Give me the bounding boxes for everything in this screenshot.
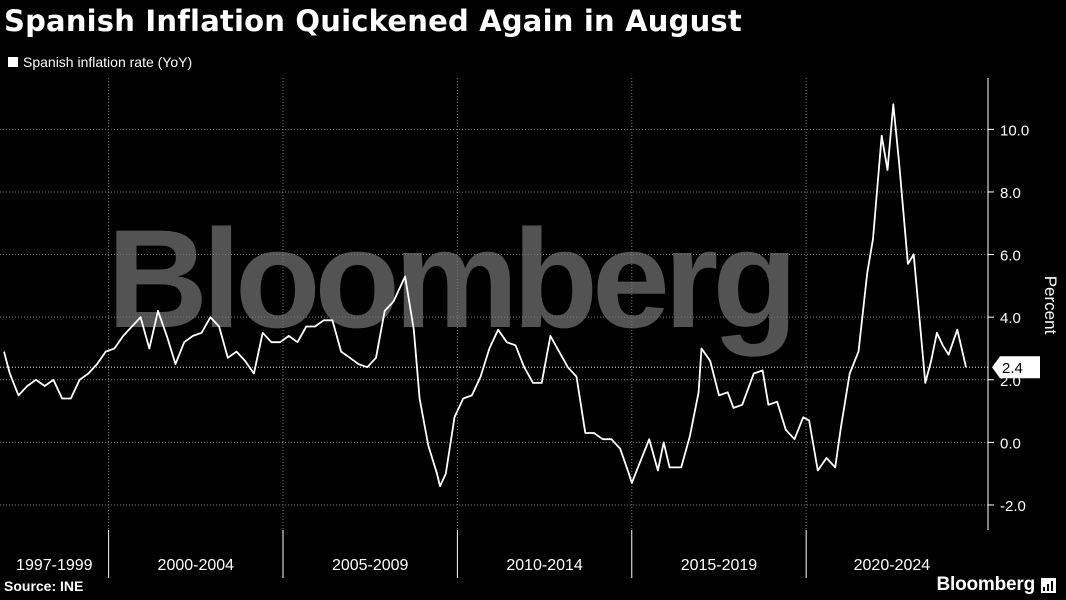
- series-layer: [3, 103, 967, 488]
- chart-title: Spanish Inflation Quickened Again in Aug…: [4, 4, 742, 38]
- source-note: Source: INE: [4, 578, 84, 594]
- brand-text: Bloomberg: [936, 574, 1036, 595]
- x-period-label: 2015-2019: [681, 557, 758, 574]
- watermark-text: Bloomberg: [107, 200, 792, 357]
- legend: Spanish inflation rate (YoY): [8, 54, 192, 70]
- brand-logo: Bloomberg: [937, 574, 1056, 596]
- x-period-label: 2000-2004: [158, 557, 235, 574]
- y-tick-label: -2.0: [1000, 498, 1026, 515]
- grid: [0, 78, 988, 530]
- x-period-label: 2005-2009: [332, 557, 409, 574]
- legend-swatch: [8, 57, 18, 67]
- last-value-callout: 2.4: [992, 356, 1040, 379]
- y-axis-label: Percent: [1041, 276, 1060, 335]
- callout-box: [992, 356, 1040, 379]
- y-tick-label: 0.0: [1000, 435, 1021, 452]
- legend-label: Spanish inflation rate (YoY): [23, 54, 193, 70]
- y-tick-label: 4.0: [1000, 310, 1021, 327]
- x-period-label: 2020-2024: [854, 557, 931, 574]
- bar-chart-icon: [1041, 577, 1056, 593]
- y-tick-label: 10.0: [1000, 122, 1029, 139]
- x-period-label: 2010-2014: [506, 557, 583, 574]
- series-line: [3, 103, 967, 488]
- last-value-label: 2.4: [1002, 360, 1023, 377]
- y-tick-label: 6.0: [1000, 248, 1021, 265]
- x-period-label: 1997-1999: [16, 557, 93, 574]
- y-tick-label: 8.0: [1000, 185, 1021, 202]
- annotations: 2.4: [992, 356, 1040, 379]
